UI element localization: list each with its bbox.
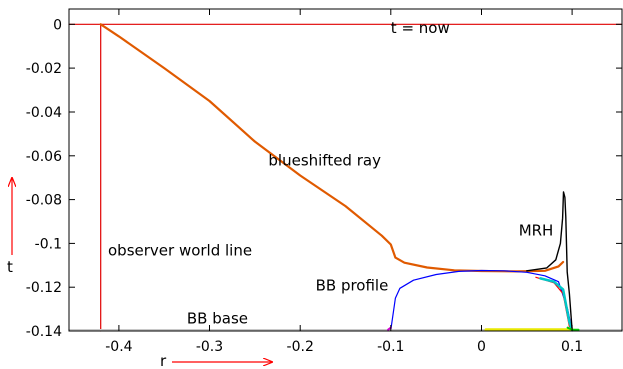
annotation-label: t = now <box>391 19 450 37</box>
annotation-label: blueshifted ray <box>268 152 381 170</box>
y-axis-label: t <box>7 258 13 276</box>
y-tick-label: -0.06 <box>26 149 62 165</box>
annotation-label: observer world line <box>108 241 252 259</box>
x-tick-label: -0.3 <box>196 339 223 355</box>
y-tick-label: -0.14 <box>26 324 62 340</box>
labels-layer: t = now blueshifted ray observer world lin… <box>108 19 553 327</box>
series-line-9 <box>566 326 580 331</box>
x-axis-label: r <box>160 352 167 369</box>
y-tick-label: -0.04 <box>26 105 62 121</box>
series-layer <box>68 23 623 332</box>
series-line-6 <box>526 191 623 331</box>
x-tick-label: -0.2 <box>287 339 314 355</box>
series-line-5 <box>539 277 574 332</box>
y-tick-label: -0.1 <box>35 236 62 252</box>
ticks-layer: -0.4 -0.3 -0.2 -0.1 0 0.1 0 -0.02 -0.04 -0.06 -0.0… <box>26 9 622 355</box>
series-line-3 <box>390 269 573 332</box>
x-tick-label: -0.1 <box>377 339 404 355</box>
annotation-label: MRH <box>519 222 554 240</box>
series-line-2 <box>99 23 565 273</box>
y-tick-label: -0.08 <box>26 193 62 209</box>
annotation-label: BB profile <box>316 277 389 295</box>
x-tick-label: -0.4 <box>105 339 132 355</box>
x-tick-label: 0 <box>477 339 486 355</box>
x-tick-label: 0.1 <box>561 339 583 355</box>
y-tick-label: -0.12 <box>26 280 62 296</box>
annotation-label: BB base <box>187 309 248 327</box>
y-tick-label: 0 <box>53 17 62 33</box>
plot-frame <box>68 8 623 332</box>
y-tick-label: -0.02 <box>26 61 62 77</box>
